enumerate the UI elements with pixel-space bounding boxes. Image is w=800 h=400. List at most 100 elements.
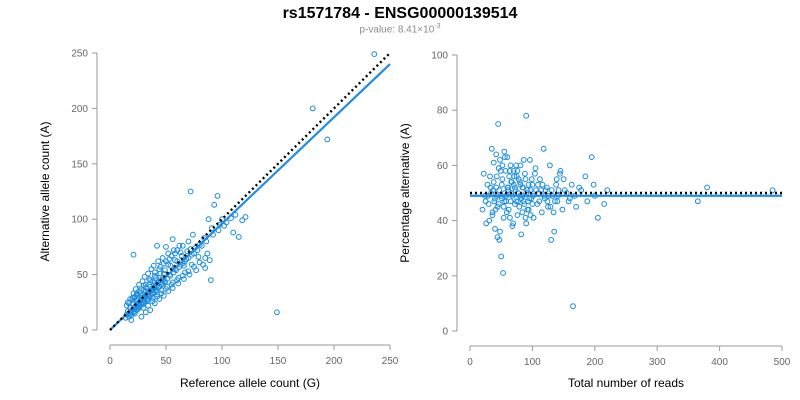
x-tick-label: 300 — [649, 357, 666, 368]
data-point — [126, 300, 132, 307]
data-point — [523, 220, 530, 227]
data-point — [604, 187, 611, 194]
y-tick-label: 150 — [71, 159, 88, 170]
data-point — [138, 286, 145, 292]
data-point — [486, 217, 493, 224]
data-point — [496, 187, 503, 194]
data-point — [504, 154, 511, 161]
data-point — [172, 250, 178, 257]
x-tick-label: 50 — [160, 356, 172, 367]
data-point — [513, 198, 520, 205]
data-point — [193, 267, 200, 274]
data-point — [239, 217, 246, 224]
p-value-exponent: -3 — [434, 23, 441, 30]
data-point — [159, 255, 166, 261]
data-point — [544, 198, 551, 205]
data-point — [149, 295, 156, 301]
data-point — [165, 250, 172, 257]
x-axis-label: Reference allele count (G) — [180, 376, 320, 390]
data-point — [175, 275, 182, 281]
data-point — [163, 244, 169, 250]
data-point — [151, 269, 158, 276]
data-point — [179, 242, 186, 249]
data-point — [274, 309, 280, 316]
data-point — [482, 198, 489, 205]
x-tick-label: 200 — [326, 356, 343, 367]
x-tick-label: 0 — [107, 356, 113, 367]
data-point — [169, 236, 176, 243]
data-point — [493, 184, 500, 191]
data-point — [483, 220, 490, 227]
data-point — [560, 176, 567, 183]
data-point — [145, 298, 152, 305]
data-point — [514, 212, 521, 219]
data-point — [202, 255, 209, 261]
data-point — [134, 290, 140, 297]
data-point — [480, 170, 487, 177]
data-point — [557, 170, 563, 177]
data-point — [497, 168, 504, 174]
data-point — [166, 256, 173, 263]
data-point — [156, 296, 163, 302]
data-point — [527, 157, 533, 163]
data-point — [499, 162, 506, 169]
data-point — [490, 179, 497, 185]
data-point — [498, 181, 505, 188]
y-tick-label: 0 — [82, 326, 88, 337]
data-point — [170, 247, 177, 254]
data-point — [553, 181, 559, 188]
data-point — [548, 237, 554, 243]
data-point — [138, 313, 145, 320]
data-point — [584, 198, 591, 205]
data-point — [150, 262, 157, 269]
data-point — [160, 260, 167, 267]
data-point — [529, 181, 536, 188]
data-point — [131, 308, 138, 315]
data-point — [242, 214, 249, 220]
data-point — [547, 203, 554, 210]
data-point — [130, 251, 137, 258]
data-point — [573, 203, 579, 210]
y-tick-label: 0 — [442, 327, 448, 338]
data-point — [545, 203, 551, 210]
data-point — [522, 176, 529, 183]
data-point — [211, 201, 218, 208]
data-point — [508, 179, 515, 185]
data-point — [570, 303, 576, 310]
data-point — [169, 279, 176, 286]
data-point — [158, 287, 165, 294]
data-point — [497, 157, 503, 163]
data-point — [513, 173, 520, 180]
x-tick-label: 200 — [586, 357, 603, 368]
x-axis-label: Total number of reads — [568, 376, 684, 390]
data-point — [529, 201, 536, 207]
data-point — [510, 168, 517, 174]
data-point — [539, 181, 546, 188]
data-point — [164, 283, 171, 290]
data-point — [502, 154, 508, 161]
data-point — [694, 198, 701, 205]
data-point — [523, 112, 530, 119]
data-point — [493, 151, 500, 158]
data-point — [495, 121, 502, 127]
y-tick-label: 200 — [71, 104, 88, 115]
data-point — [568, 181, 575, 188]
data-point — [144, 297, 150, 304]
y-tick-label: 50 — [77, 270, 89, 281]
data-point — [154, 291, 160, 298]
data-point — [514, 168, 521, 174]
data-point — [517, 162, 524, 169]
y-tick-label: 80 — [437, 106, 449, 117]
data-point — [519, 209, 526, 216]
data-point — [525, 181, 532, 188]
data-point — [181, 276, 187, 282]
data-point — [500, 214, 507, 221]
y-tick-label: 250 — [71, 49, 88, 60]
data-point — [551, 228, 558, 235]
data-point — [129, 295, 136, 301]
data-point — [154, 242, 160, 249]
y-tick-label: 20 — [437, 271, 449, 282]
data-point — [136, 303, 143, 310]
data-point — [582, 173, 589, 180]
chart-title: rs1571784 - ENSG00000139514 — [282, 5, 518, 22]
